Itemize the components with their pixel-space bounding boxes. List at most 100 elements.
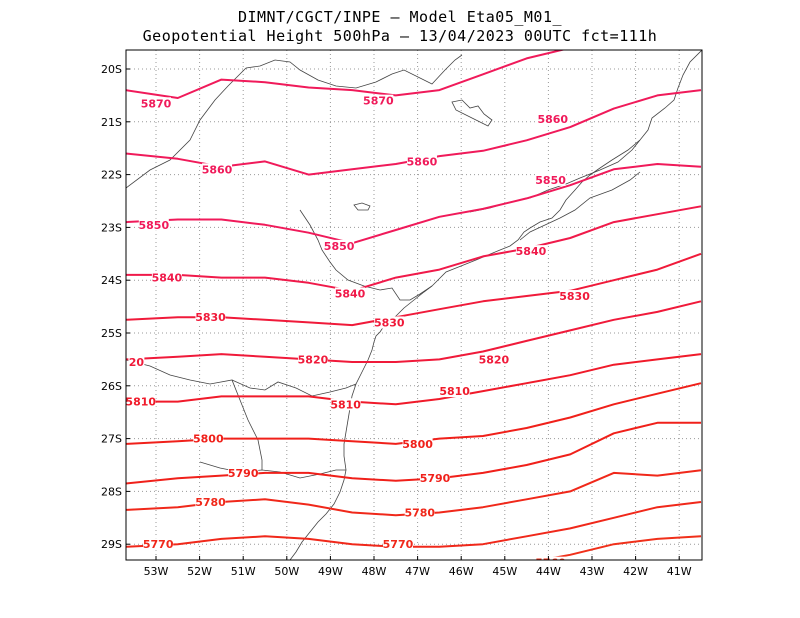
lon-tick-label: 53W [144, 565, 169, 578]
river-lakes [451, 99, 493, 127]
lon-tick-label: 41W [667, 565, 692, 578]
contour-label: 5760 [535, 557, 566, 570]
lon-tick-label: 45W [492, 565, 517, 578]
contour-label: 5810 [330, 398, 361, 411]
contour-label: 20 [129, 356, 145, 369]
coastline-and-borders [126, 50, 702, 560]
state-border-mg-sp [245, 54, 463, 89]
contour-label-background [193, 432, 224, 445]
country-border-west [126, 359, 263, 470]
lon-tick-label: 48W [362, 565, 387, 578]
lon-tick-label: 52W [187, 565, 212, 578]
contour-label-background [228, 466, 259, 479]
contour-label: 5860 [407, 155, 438, 168]
contour-label-background [330, 398, 361, 411]
contour-line-5870 [126, 50, 566, 99]
lat-tick-label: 24S [101, 274, 122, 287]
contour-line-5850 [126, 163, 702, 245]
lon-tick-label: 47W [405, 565, 430, 578]
contour-line-5810 [126, 353, 702, 406]
contour-label: 5780 [195, 496, 226, 509]
contour-label: 5850 [324, 240, 355, 253]
contour-label: 5830 [559, 290, 590, 303]
contour-label-background [478, 353, 509, 366]
contour-label: 5840 [335, 287, 366, 300]
contour-label-background [420, 472, 451, 485]
map-frame [125, 49, 703, 561]
state-border-sp-pr [299, 209, 433, 301]
contour-label: 5820 [479, 353, 510, 366]
contour-label: 5870 [363, 95, 394, 108]
contour-label: 5780 [404, 507, 435, 520]
state-border-ms [126, 67, 247, 189]
lat-lon-grid [126, 50, 702, 560]
contour-line-5760 [535, 535, 702, 560]
contour-label: 5820 [298, 353, 329, 366]
lat-tick-label: 20S [101, 63, 122, 76]
lon-tick-label: 43W [580, 565, 605, 578]
contour-label-background [406, 155, 437, 168]
contour-label-background [335, 287, 366, 300]
contour-label: 5830 [374, 316, 405, 329]
lat-tick-label: 22S [101, 169, 122, 182]
lon-tick-label: 42W [623, 565, 648, 578]
contour-label-background [537, 113, 568, 126]
contour-line-5770 [126, 501, 702, 548]
contour-label-background [374, 316, 405, 329]
contour-label-background [151, 271, 182, 284]
contour-label: 5790 [420, 472, 451, 485]
contour-label: 5840 [516, 245, 547, 258]
contour-label-background [202, 163, 233, 176]
contour-label-background [324, 239, 355, 252]
contour-label-background [195, 495, 226, 508]
title-line-2: Geopotential Height 500hPa – 13/04/2023 … [142, 27, 658, 45]
contour-label: 5770 [143, 538, 174, 551]
contour-label: 5800 [193, 433, 224, 446]
contour-line-5830 [126, 252, 702, 327]
contour-label: 5790 [228, 467, 259, 480]
contour-label: 5840 [152, 272, 183, 285]
lat-tick-label: 29S [101, 538, 122, 551]
contour-label-background [439, 385, 470, 398]
contour-label: 5850 [535, 174, 566, 187]
lat-tick-label: 21S [101, 116, 122, 129]
contour-label: 5850 [139, 219, 170, 232]
contour-label-background [138, 218, 169, 231]
contour-label-background [143, 538, 174, 551]
contour-label-background [382, 538, 413, 551]
state-border-rj-es [519, 171, 641, 241]
lat-tick-label: 26S [101, 380, 122, 393]
contour-label-background [535, 556, 566, 560]
title-line-1: DIMNT/CGCT/INPE – Model Eta05_M01_ [237, 8, 563, 26]
contour-label-background [141, 97, 171, 110]
contour-labels: 5870 5870 5860 5860 5860 5850 5850 5850 5840 5840… [125, 94, 590, 570]
lat-tick-label: 23S [101, 221, 122, 234]
contour-label: 5860 [202, 163, 233, 176]
contour-label-background [404, 506, 435, 519]
contour-label: 5810 [439, 385, 470, 398]
coastline [289, 50, 702, 560]
lat-tick-label: 25S [101, 327, 122, 340]
contour-label: 5770 [383, 538, 414, 551]
contour-label-background [363, 94, 394, 107]
lon-tick-label: 51W [231, 565, 256, 578]
lon-tick-label: 46W [449, 565, 474, 578]
lat-tick-label: 28S [101, 485, 122, 498]
contour-label: 5870 [141, 97, 172, 110]
lon-tick-label: 50W [274, 565, 299, 578]
contour-label-background [126, 395, 156, 408]
contour-label-background [195, 311, 226, 324]
contour-label-background [297, 353, 328, 366]
state-border-pr-sc [231, 379, 357, 397]
lat-tick-label: 27S [101, 433, 122, 446]
lake [353, 202, 371, 211]
lon-tick-label: 49W [318, 565, 343, 578]
contour-label: 5810 [125, 396, 156, 409]
contour-label: 5860 [537, 113, 568, 126]
contour-label-background [128, 356, 145, 369]
contour-label-background [535, 173, 566, 186]
lon-tick-label: 44W [536, 565, 561, 578]
contour-label-background [559, 290, 590, 303]
